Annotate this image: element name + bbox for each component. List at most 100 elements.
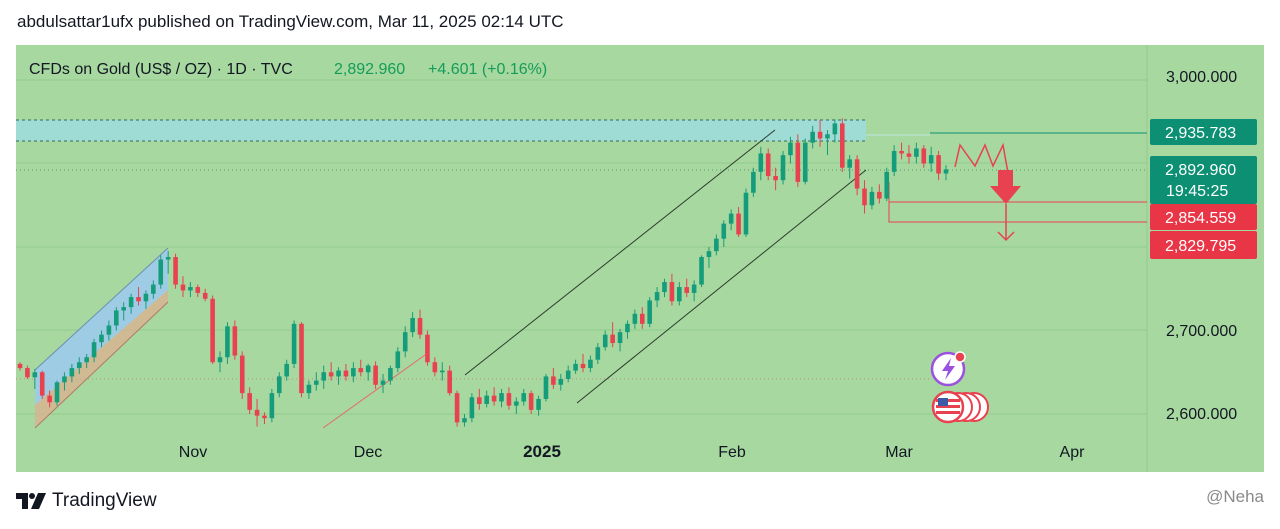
candle-down[interactable]	[328, 362, 334, 381]
candle-up[interactable]	[284, 359, 289, 381]
candle-up[interactable]	[84, 353, 89, 369]
candle-up[interactable]	[62, 372, 67, 391]
candle-up[interactable]	[321, 365, 327, 389]
candle-down[interactable]	[210, 295, 215, 364]
candle-up[interactable]	[521, 388, 527, 406]
candle-up[interactable]	[654, 287, 660, 308]
candle-up[interactable]	[565, 365, 571, 383]
candle-up[interactable]	[217, 351, 223, 373]
current-price-tag[interactable]: 2,892.960 19:45:25	[1150, 156, 1257, 204]
candle-up[interactable]	[691, 280, 697, 302]
candle-down[interactable]	[202, 288, 208, 302]
candle-up[interactable]	[928, 146, 934, 172]
candle-down[interactable]	[425, 330, 430, 366]
candle-up[interactable]	[395, 347, 401, 373]
candle-up[interactable]	[484, 390, 490, 408]
candle-up[interactable]	[714, 234, 719, 256]
candle-down[interactable]	[454, 390, 460, 427]
candle-up[interactable]	[802, 138, 808, 185]
candle-up[interactable]	[439, 362, 445, 381]
candle-down[interactable]	[417, 309, 423, 339]
candle-up[interactable]	[69, 363, 75, 383]
candle-down[interactable]	[343, 363, 349, 381]
candle-down[interactable]	[432, 357, 438, 377]
candle-up[interactable]	[869, 186, 875, 210]
candle-down[interactable]	[39, 370, 45, 399]
candle-up[interactable]	[647, 297, 652, 328]
candle-up[interactable]	[699, 255, 704, 288]
candle-up[interactable]	[469, 393, 475, 423]
candle-up[interactable]	[632, 309, 638, 329]
candle-down[interactable]	[877, 184, 882, 204]
candle-up[interactable]	[758, 146, 764, 181]
candle-down[interactable]	[528, 390, 534, 414]
candle-up[interactable]	[76, 357, 82, 374]
us-flag-event-icon[interactable]	[931, 390, 989, 424]
candle-up[interactable]	[751, 167, 756, 197]
candle-down[interactable]	[17, 362, 23, 371]
candle-down[interactable]	[25, 365, 30, 379]
candle-down[interactable]	[232, 320, 238, 360]
candle-up[interactable]	[380, 373, 386, 394]
projected-zigzag[interactable]	[954, 142, 1009, 174]
candle-down[interactable]	[299, 322, 304, 398]
candle-up[interactable]	[499, 388, 504, 408]
candle-up[interactable]	[943, 165, 949, 181]
candle-down[interactable]	[239, 351, 245, 399]
candle-down[interactable]	[921, 145, 927, 168]
candle-up[interactable]	[602, 330, 608, 351]
candle-up[interactable]	[151, 280, 156, 299]
candle-down[interactable]	[173, 253, 178, 289]
candle-up[interactable]	[188, 282, 193, 298]
candle-down[interactable]	[839, 118, 845, 172]
candle-down[interactable]	[684, 278, 690, 298]
resistance-zone[interactable]	[16, 120, 866, 141]
candle-up[interactable]	[721, 220, 727, 247]
candle-down[interactable]	[180, 276, 186, 298]
december-trend-line[interactable]	[322, 354, 426, 429]
main-channel-upper-line[interactable]	[464, 129, 776, 376]
candle-down[interactable]	[447, 365, 452, 396]
candle-up[interactable]	[558, 373, 564, 391]
candle-down[interactable]	[736, 206, 741, 237]
candle-down[interactable]	[195, 284, 201, 298]
main-channel-lower-line[interactable]	[576, 169, 867, 404]
candles[interactable]	[17, 118, 949, 427]
candle-up[interactable]	[595, 343, 601, 364]
candle-up[interactable]	[677, 282, 682, 306]
candle-down[interactable]	[247, 387, 252, 414]
candle-down[interactable]	[358, 359, 364, 377]
down-arrow-icon[interactable]	[990, 170, 1021, 204]
target-2-price-tag[interactable]: 2,829.795	[1150, 231, 1257, 259]
candle-up[interactable]	[573, 359, 578, 374]
candle-up[interactable]	[291, 320, 297, 369]
candle-down[interactable]	[854, 155, 860, 196]
candle-down[interactable]	[936, 150, 941, 181]
candle-up[interactable]	[365, 363, 371, 381]
candle-down[interactable]	[580, 353, 586, 373]
candle-down[interactable]	[47, 390, 52, 408]
candle-up[interactable]	[617, 328, 623, 352]
candle-down[interactable]	[254, 398, 260, 427]
candle-up[interactable]	[884, 167, 890, 202]
candle-down[interactable]	[476, 388, 482, 410]
candle-up[interactable]	[706, 247, 712, 268]
resistance-price-tag[interactable]: 2,935.783	[1150, 119, 1257, 145]
candle-up[interactable]	[462, 414, 467, 427]
early-channel-lower-band[interactable]	[35, 290, 168, 428]
candle-up[interactable]	[536, 395, 541, 416]
target-level-2-line[interactable]	[888, 202, 1147, 223]
target-1-price-tag[interactable]: 2,854.559	[1150, 204, 1257, 230]
candle-down[interactable]	[551, 368, 556, 389]
candle-up[interactable]	[514, 397, 519, 414]
candle-up[interactable]	[662, 278, 667, 298]
candle-up[interactable]	[143, 290, 149, 309]
candle-up[interactable]	[588, 355, 593, 373]
candle-down[interactable]	[795, 134, 801, 187]
candle-down[interactable]	[639, 307, 645, 329]
candle-up[interactable]	[832, 119, 838, 143]
candle-up[interactable]	[165, 251, 171, 274]
candle-down[interactable]	[506, 387, 512, 410]
candle-down[interactable]	[906, 145, 912, 164]
